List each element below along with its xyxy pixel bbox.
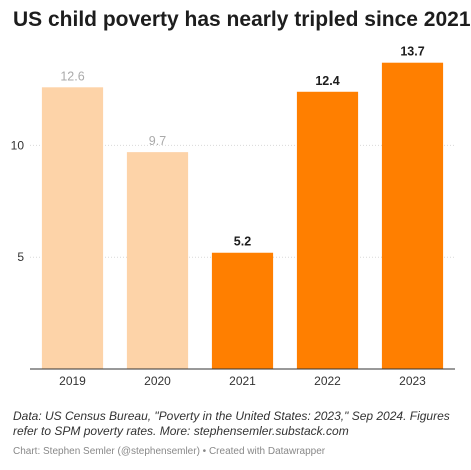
chart-credit: Chart: Stephen Semler (@stephensemler) •… — [13, 446, 326, 457]
bar-2021 — [211, 252, 274, 369]
source-notes: Data: US Census Bureau, "Poverty in the … — [13, 409, 450, 438]
x-tick-label-2019: 2019 — [59, 374, 86, 388]
y-axis-tick-labels: 5 10 — [11, 138, 25, 264]
bar-chart: 12.69.75.212.413.7 2019 2020 2021 2022 2023 … — [11, 45, 455, 388]
bar-value-label-2022: 12.4 — [315, 74, 339, 88]
bars — [41, 62, 444, 370]
bar-2023 — [381, 62, 444, 369]
bar-2020 — [126, 152, 189, 369]
bar-2022 — [296, 91, 359, 370]
y-tick-label-10: 10 — [11, 138, 25, 152]
bar-value-label-2020: 9.7 — [149, 134, 166, 148]
x-tick-label-2021: 2021 — [229, 374, 256, 388]
x-tick-label-2022: 2022 — [314, 374, 341, 388]
bar-value-labels: 12.6 9.7 5.2 12.4 13.7 — [60, 45, 424, 249]
bar-value-label-2019: 12.6 — [60, 69, 84, 83]
chart-title: US child poverty has nearly tripled sinc… — [13, 8, 471, 31]
y-tick-label-5: 5 — [17, 250, 24, 264]
bar-2019 — [41, 87, 104, 370]
x-tick-label-2020: 2020 — [144, 374, 171, 388]
x-tick-label-2023: 2023 — [399, 374, 426, 388]
bar-value-label-2023: 13.7 — [400, 45, 424, 59]
bar-value-label-2021: 5.2 — [234, 235, 251, 249]
x-axis-tick-labels: 2019 2020 2021 2022 2023 — [59, 374, 426, 388]
